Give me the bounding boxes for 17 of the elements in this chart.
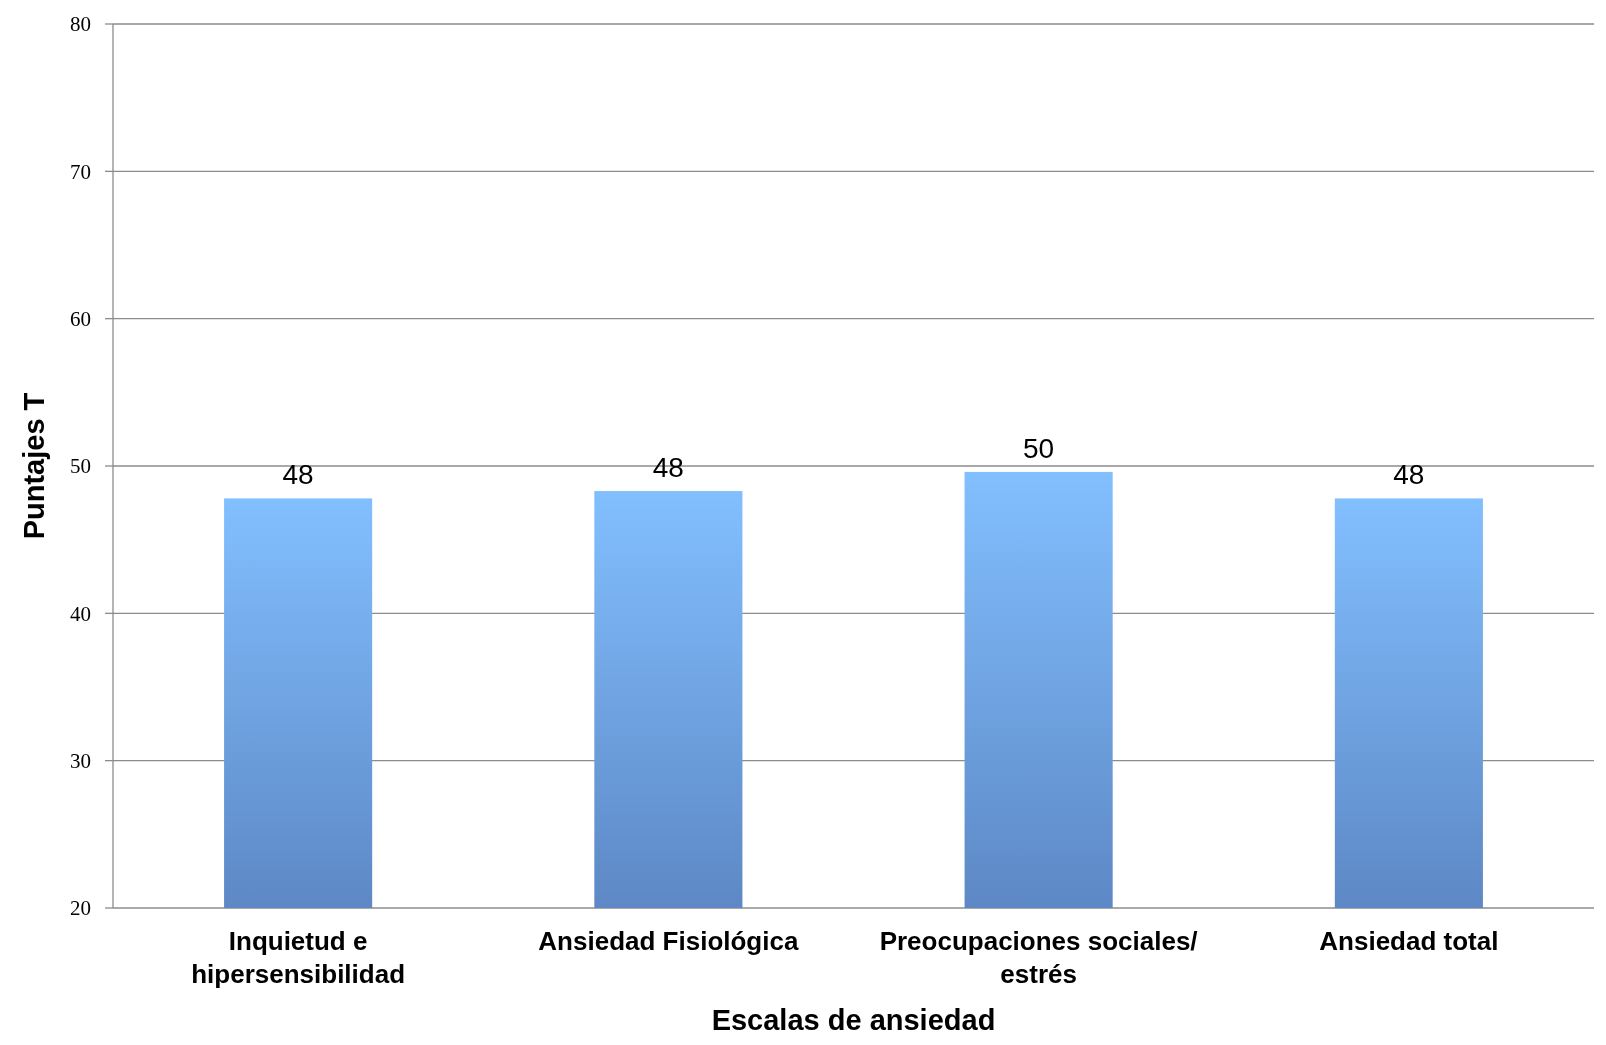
x-tick-label: Preocupaciones sociales/ estrés: [879, 926, 1198, 989]
data-label: 48: [652, 452, 684, 484]
y-tick-label: 30: [70, 749, 91, 774]
data-label: 48: [282, 459, 314, 491]
x-tick-label: Ansiedad total: [1319, 926, 1499, 956]
y-tick-label: 40: [70, 601, 91, 626]
data-label: 50: [1023, 432, 1055, 464]
x-tick-label: Inquietud e hipersensibilidad: [191, 926, 406, 989]
y-tick-label: 80: [70, 12, 91, 37]
y-axis-title: Puntajes T: [18, 392, 50, 540]
data-label: 48: [1393, 459, 1425, 491]
y-tick-label: 60: [70, 307, 91, 332]
x-axis-title: Escalas de ansiedad: [711, 1004, 996, 1036]
y-tick-label: 50: [70, 454, 91, 479]
y-tick-label: 20: [70, 896, 91, 921]
y-tick-label: 70: [70, 159, 91, 184]
x-tick-label: Ansiedad Fisiológica: [538, 926, 799, 956]
